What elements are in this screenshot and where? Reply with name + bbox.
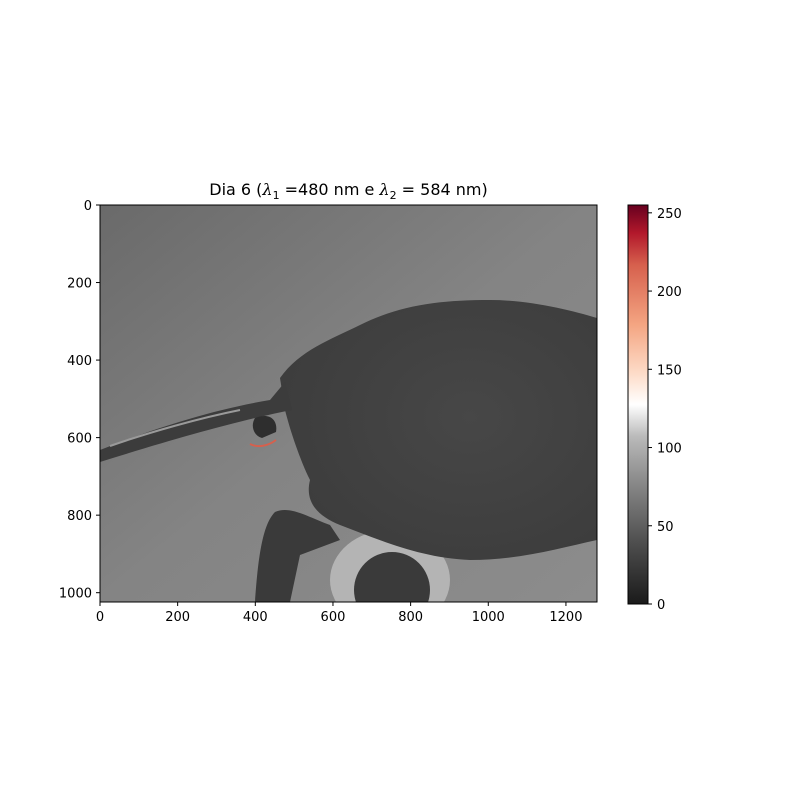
x-tick-label: 0 [96,610,104,625]
y-tick-label: 1000 [59,587,92,602]
specimen-eye [252,415,277,438]
x-tick-label: 800 [398,610,423,625]
leg-structure [255,509,340,602]
y-tick-label: 0 [84,199,92,214]
circular-object-center [354,552,430,602]
colorbar-axis: 0 50 100 150 200 250 [648,207,682,613]
colorbar-tick-label: 200 [657,285,682,300]
image-content [100,205,597,800]
specimen-proboscis [100,382,292,462]
colorbar-tick-label: 250 [657,207,682,222]
y-tick-label: 200 [67,277,92,292]
x-tick-label: 600 [321,610,346,625]
bright-region [100,636,330,800]
chart-title: Dia 6 (λ1 =480 nm e λ2 = 584 nm) [209,180,488,203]
x-tick-label: 200 [165,610,190,625]
x-axis: 0 200 400 600 800 1000 1200 [96,602,582,625]
x-tick-label: 400 [243,610,268,625]
y-tick-label: 800 [67,509,92,524]
x-tick-label: 1000 [472,610,505,625]
colorbar-tick-label: 0 [657,598,665,613]
x-tick-label: 1200 [549,610,582,625]
bright-highlight [249,439,277,448]
colorbar-tick-label: 100 [657,442,682,457]
colorbar-tick-label: 150 [657,363,682,378]
y-axis: 0 200 400 600 800 1000 [59,199,100,602]
y-tick-label: 400 [67,354,92,369]
specimen-body [280,300,597,560]
colorbar [627,204,649,605]
y-tick-label: 600 [67,432,92,447]
plot-frame [99,204,598,603]
colorbar-tick-label: 50 [657,520,674,535]
